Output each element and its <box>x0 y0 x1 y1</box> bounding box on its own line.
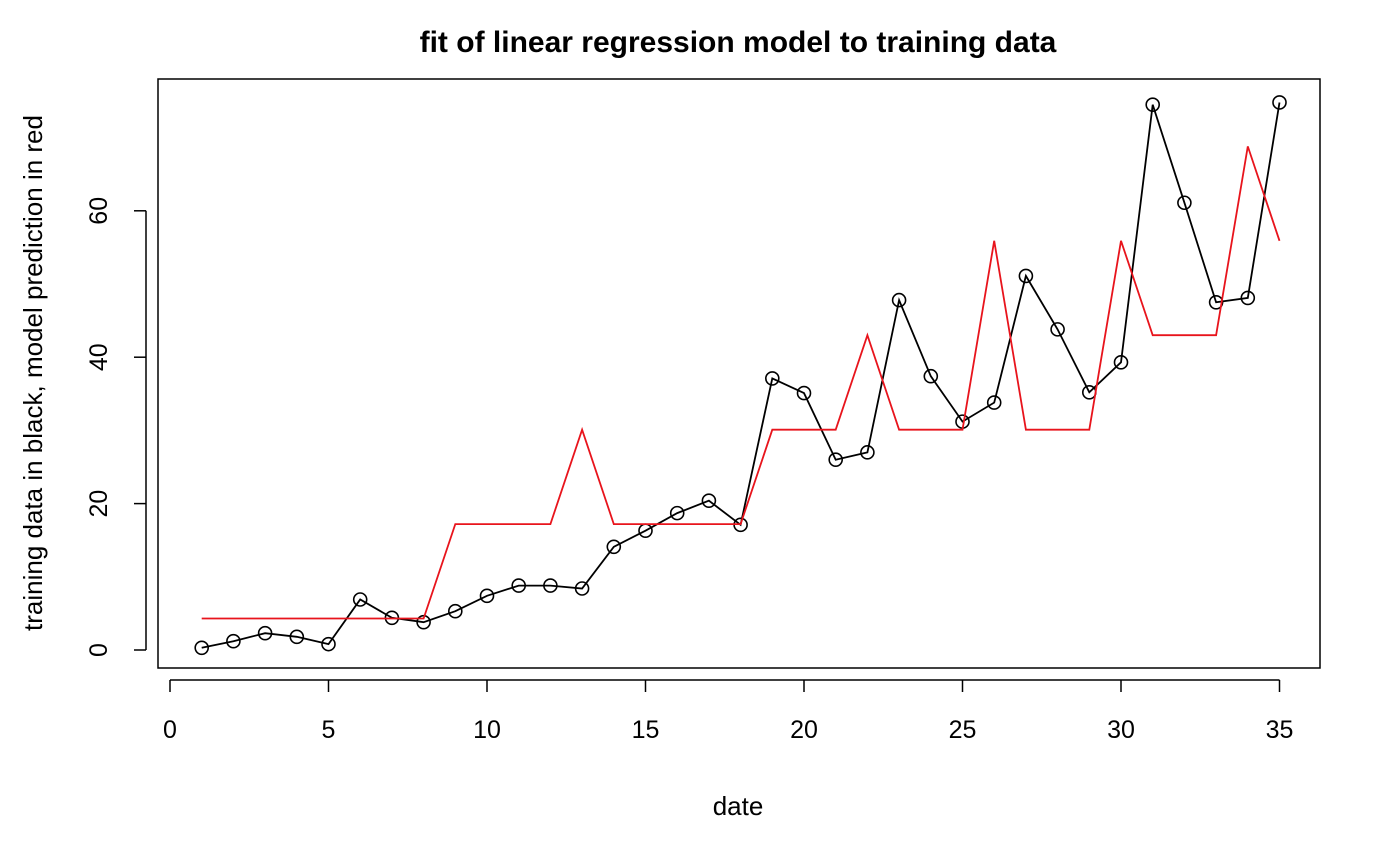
data-point <box>669 505 685 521</box>
data-point <box>891 292 907 308</box>
series-1 <box>201 146 1281 620</box>
data-point <box>257 625 273 641</box>
y-axis: 0 20 40 60 <box>85 197 147 657</box>
series-layer <box>194 95 1287 656</box>
data-point <box>352 592 368 607</box>
data-point <box>479 588 495 604</box>
series-0 <box>194 95 1287 656</box>
x-tick-label: 20 <box>790 716 818 744</box>
series-line <box>201 146 1281 620</box>
data-point <box>574 581 590 596</box>
data-point <box>796 385 812 401</box>
data-point <box>194 640 209 656</box>
data-point <box>1145 97 1160 112</box>
data-point <box>289 629 305 645</box>
y-tick-label: 60 <box>85 197 113 225</box>
data-point <box>986 395 1002 410</box>
data-point <box>1177 195 1192 211</box>
x-tick-label: 35 <box>1266 716 1294 744</box>
y-axis-label: training data in black, model prediction… <box>18 115 48 631</box>
series-line <box>201 102 1281 649</box>
x-axis: 0 5 10 15 20 25 30 35 <box>163 679 1294 744</box>
data-point <box>1018 268 1034 284</box>
y-tick-label: 0 <box>85 643 113 657</box>
data-point <box>606 539 622 555</box>
data-point <box>1272 95 1287 110</box>
data-point <box>1050 322 1065 337</box>
x-tick-label: 15 <box>632 716 660 744</box>
y-tick-label: 40 <box>85 343 113 371</box>
data-point <box>1113 355 1129 370</box>
x-tick-label: 10 <box>473 716 501 744</box>
x-tick-label: 30 <box>1107 716 1135 744</box>
data-point <box>511 578 527 593</box>
x-tick-label: 0 <box>163 716 177 744</box>
x-axis-label: date <box>713 791 764 821</box>
data-point <box>923 368 939 384</box>
data-point <box>701 493 717 508</box>
x-tick-label: 5 <box>322 716 336 744</box>
chart-title: fit of linear regression model to traini… <box>420 26 1057 59</box>
y-tick-label: 20 <box>85 490 113 518</box>
data-point <box>226 633 241 649</box>
data-point <box>860 445 875 460</box>
data-point <box>764 371 780 386</box>
data-point <box>543 578 558 593</box>
data-point <box>321 636 336 652</box>
data-point <box>1240 290 1256 306</box>
x-tick-label: 25 <box>949 716 977 744</box>
data-point <box>447 603 463 619</box>
data-point <box>1208 294 1224 310</box>
plot-frame <box>157 78 1321 669</box>
data-point <box>828 452 844 467</box>
